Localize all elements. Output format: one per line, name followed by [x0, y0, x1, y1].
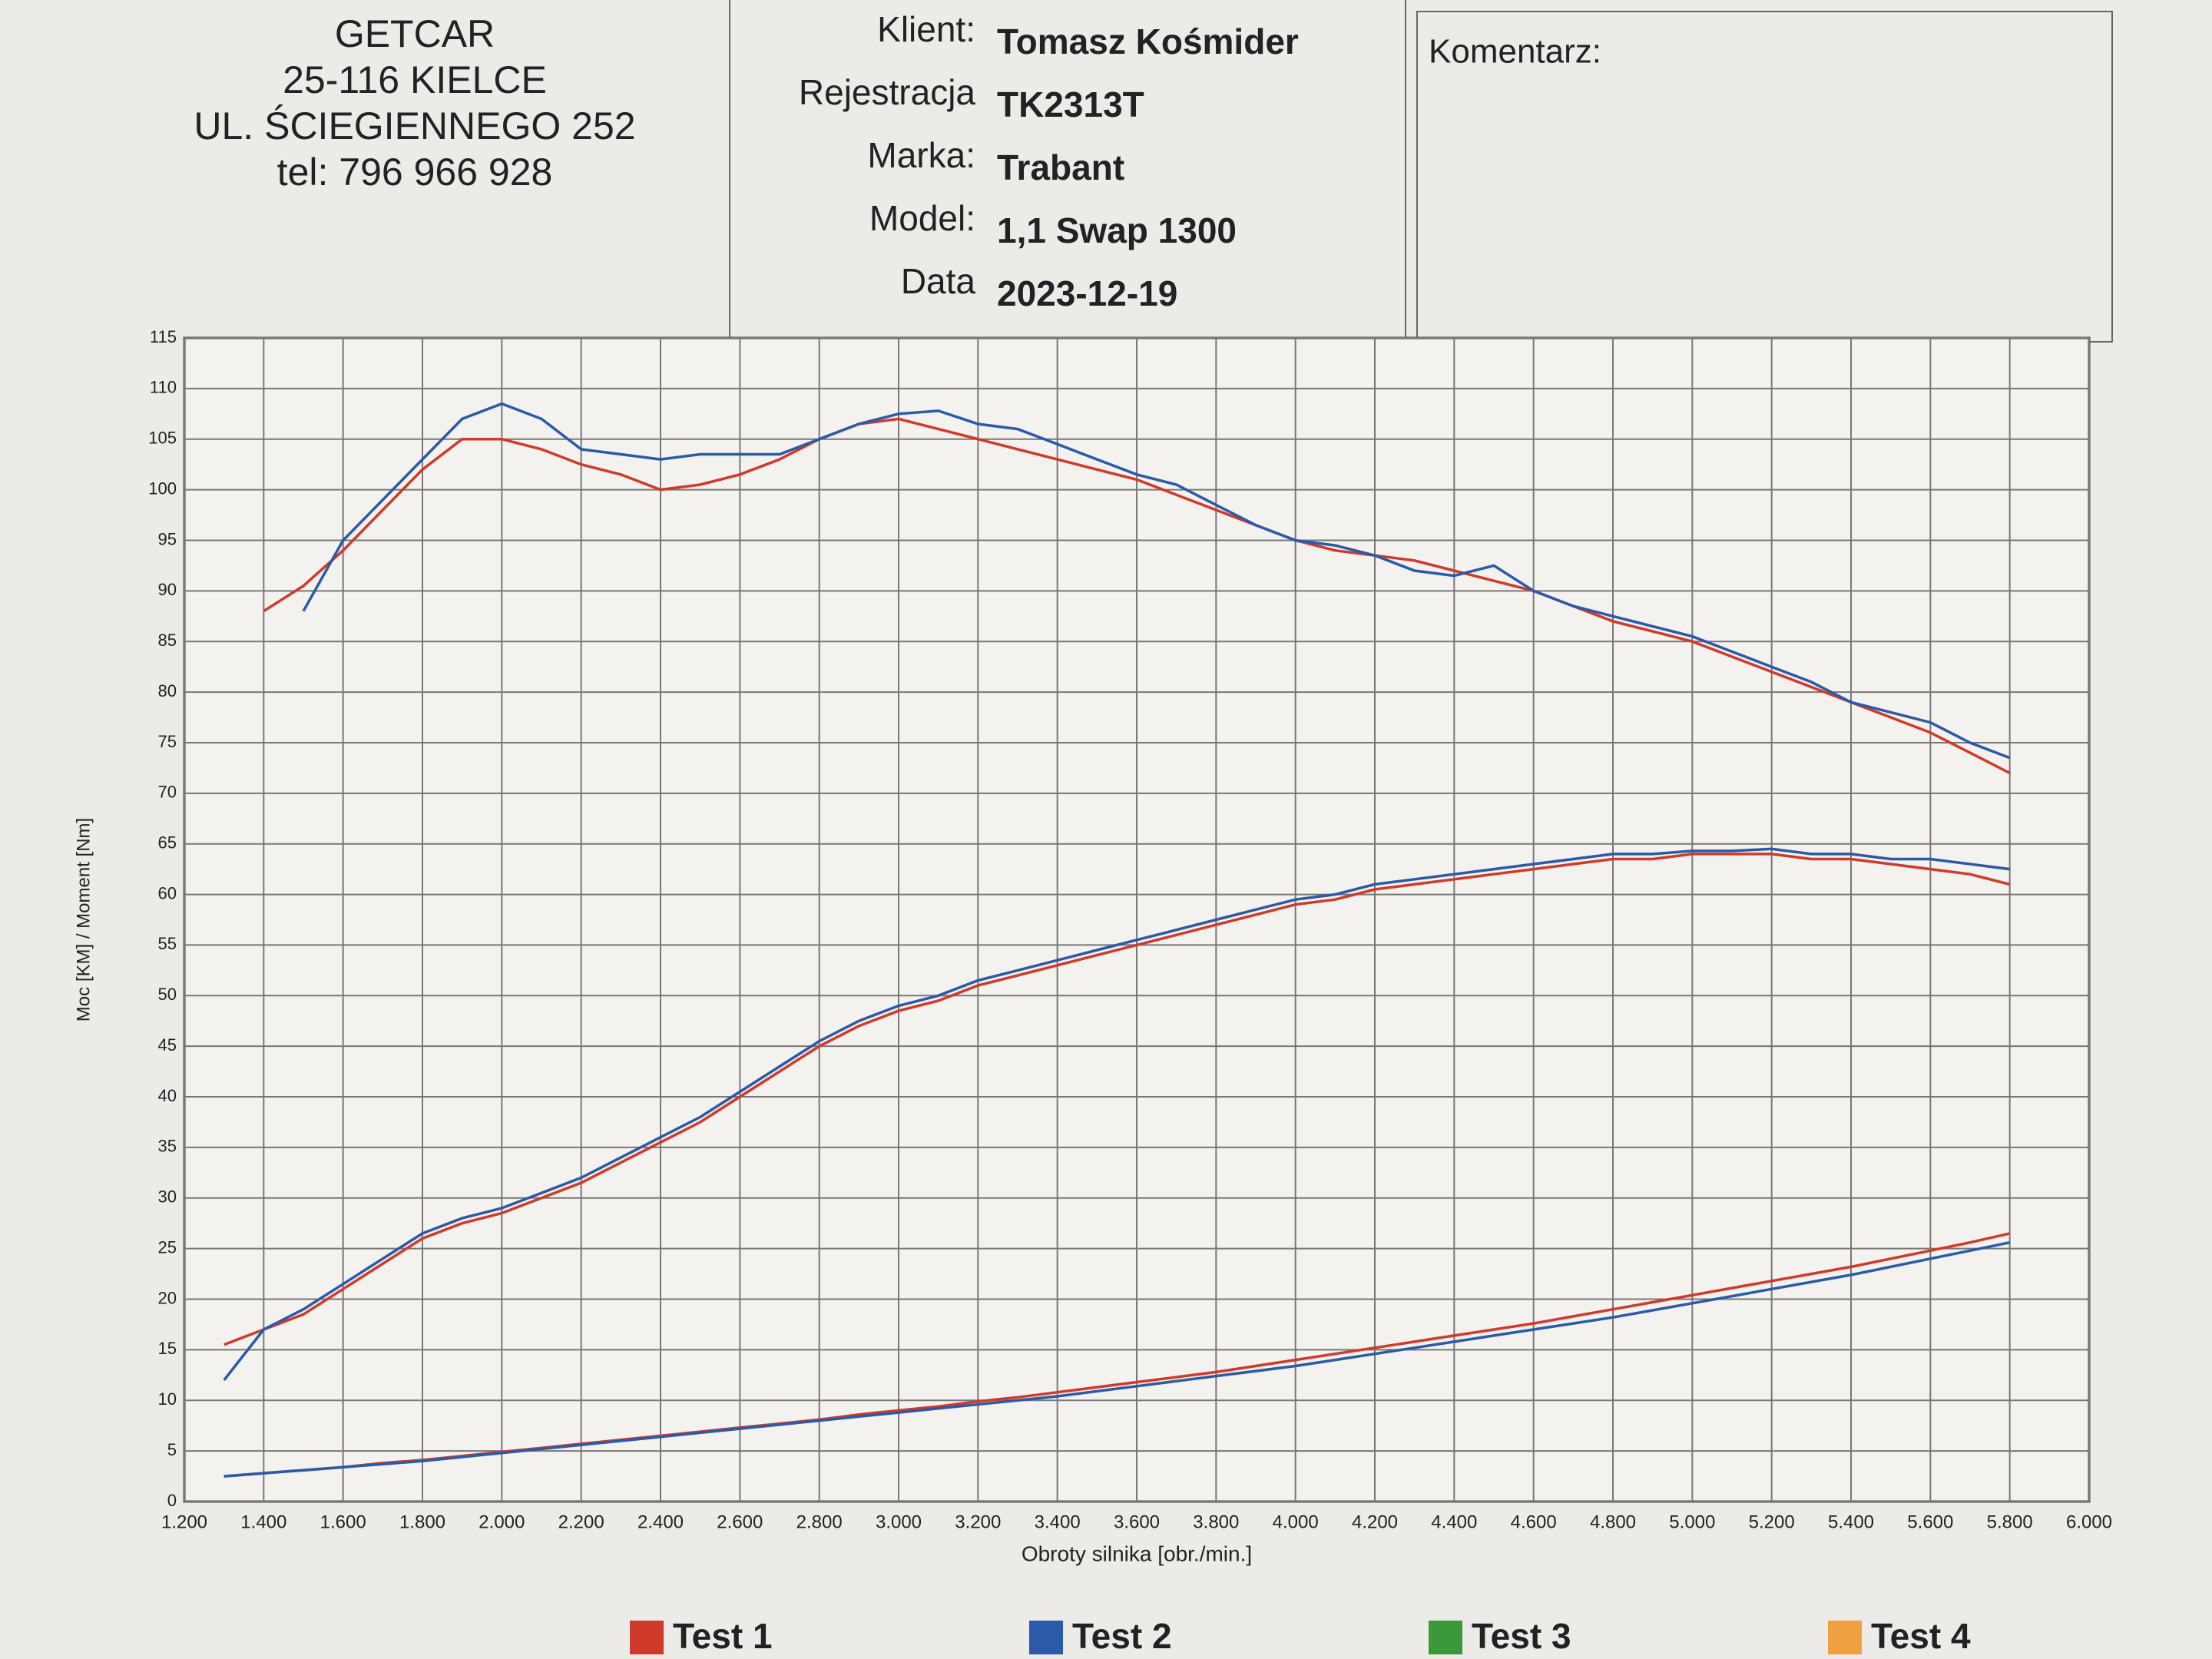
comment-label: Komentarz: [1429, 33, 1601, 71]
legend-swatch [1828, 1621, 1862, 1654]
data-line [302, 402, 2011, 760]
y-tick-label: 115 [150, 327, 177, 346]
client-label: Rejestracja [799, 72, 976, 112]
x-tick-label: 3.200 [955, 1512, 1001, 1532]
x-tick-label: 4.800 [1590, 1512, 1636, 1532]
x-tick-label: 5.400 [1828, 1512, 1874, 1532]
x-tick-label: 1.800 [399, 1512, 445, 1532]
client-value: Tomasz Kośmider [997, 22, 1299, 61]
x-tick-label: 3.800 [1193, 1512, 1239, 1532]
y-tick-label: 10 [158, 1389, 177, 1409]
client-value: 1,1 Swap 1300 [997, 210, 1237, 250]
legend-swatch [630, 1621, 664, 1654]
legend-label: Test 2 [1072, 1616, 1172, 1656]
y-tick-label: 105 [148, 429, 177, 448]
x-tick-label: 2.000 [478, 1512, 525, 1532]
x-tick-label: 1.400 [240, 1512, 286, 1532]
x-tick-label: 1.200 [161, 1512, 207, 1532]
company-line: tel: 796 966 928 [277, 151, 553, 194]
y-tick-label: 80 [158, 681, 177, 700]
x-tick-label: 2.800 [796, 1512, 843, 1532]
x-tick-label: 4.600 [1511, 1512, 1557, 1532]
client-value: TK2313T [997, 84, 1144, 124]
legend-swatch [1029, 1621, 1063, 1654]
x-axis-title: Obroty silnika [obr./min.] [1022, 1541, 1252, 1565]
x-tick-label: 3.600 [1114, 1512, 1160, 1532]
x-tick-label: 3.400 [1035, 1512, 1081, 1532]
y-tick-label: 55 [158, 934, 177, 953]
client-label: Marka: [867, 135, 975, 175]
y-tick-label: 100 [148, 478, 177, 498]
x-tick-label: 5.600 [1907, 1512, 1953, 1532]
client-label: Data [901, 261, 976, 301]
company-line: 25-116 KIELCE [283, 58, 547, 101]
data-line [224, 853, 2011, 1346]
x-tick-label: 3.000 [876, 1512, 922, 1532]
y-axis-title: Moc [KM] / Moment [Nm] [73, 818, 94, 1022]
y-tick-label: 5 [167, 1440, 177, 1459]
company-line: UL. ŚCIEGIENNEGO 252 [194, 104, 635, 147]
y-tick-label: 30 [158, 1187, 177, 1207]
legend-label: Test 3 [1472, 1616, 1571, 1656]
legend-label: Test 4 [1871, 1616, 1971, 1656]
y-tick-label: 110 [150, 378, 177, 397]
x-tick-label: 4.000 [1273, 1512, 1319, 1532]
x-tick-label: 4.400 [1431, 1512, 1477, 1532]
client-value: Trabant [997, 147, 1124, 187]
y-tick-label: 35 [158, 1137, 177, 1156]
y-tick-label: 20 [158, 1288, 177, 1307]
client-label: Model: [869, 198, 975, 238]
data-line [263, 417, 2011, 775]
y-tick-label: 90 [158, 580, 177, 599]
x-tick-label: 2.200 [558, 1512, 604, 1532]
data-line [223, 847, 2010, 1381]
y-tick-label: 75 [158, 732, 177, 751]
y-tick-label: 65 [158, 833, 177, 853]
y-tick-label: 40 [158, 1086, 177, 1105]
y-tick-label: 95 [158, 529, 177, 548]
data-line [224, 1240, 2011, 1478]
x-tick-label: 6.000 [2066, 1512, 2112, 1532]
client-value: 2023-12-19 [997, 273, 1177, 313]
y-tick-label: 60 [158, 883, 177, 902]
x-tick-label: 1.600 [320, 1512, 366, 1532]
x-tick-label: 4.200 [1352, 1512, 1398, 1532]
x-tick-label: 5.000 [1669, 1512, 1715, 1532]
company-line: GETCAR [335, 12, 495, 55]
client-label: Klient: [877, 9, 975, 49]
y-tick-label: 70 [158, 783, 177, 802]
y-tick-label: 45 [158, 1035, 177, 1055]
x-tick-label: 2.400 [637, 1512, 684, 1532]
y-tick-label: 25 [158, 1237, 177, 1257]
y-tick-label: 50 [158, 985, 177, 1004]
legend-label: Test 1 [673, 1616, 773, 1656]
x-tick-label: 5.800 [1987, 1512, 2033, 1532]
y-tick-label: 0 [167, 1491, 177, 1510]
x-tick-label: 5.200 [1749, 1512, 1795, 1532]
x-tick-label: 2.600 [717, 1512, 763, 1532]
y-tick-label: 85 [158, 631, 177, 650]
y-tick-label: 15 [158, 1339, 177, 1358]
legend-swatch [1429, 1621, 1462, 1654]
